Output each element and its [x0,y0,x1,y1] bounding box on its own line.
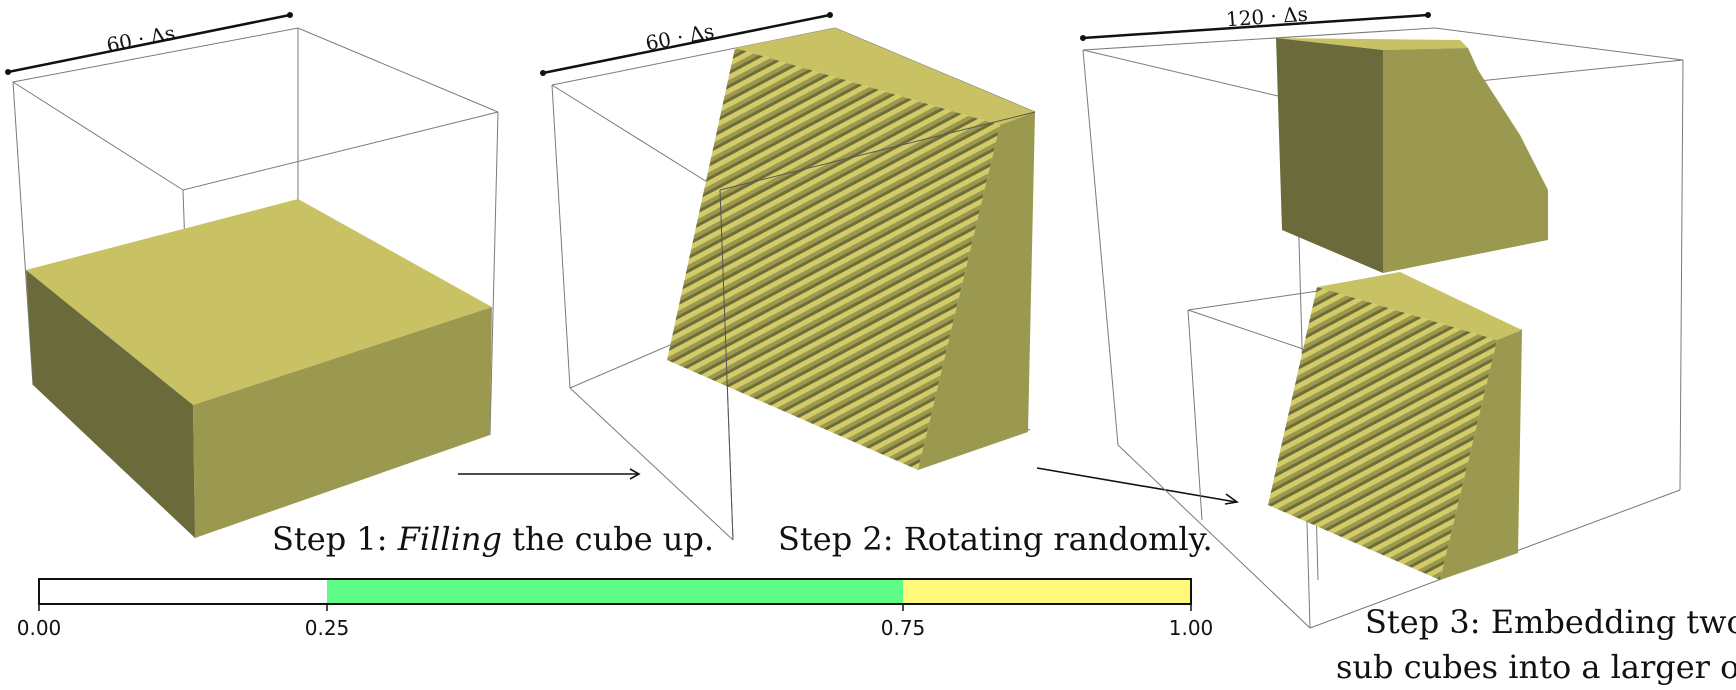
colorbar-tick-label-1: 0.25 [305,616,350,640]
rotated-block-side [918,112,1035,470]
rotated-block-stair-face [667,48,1000,470]
dimension-label-1: 60 · Δs [105,20,178,57]
lower-cube-side [1440,330,1522,580]
colorbar-tick-label-3: 1.00 [1169,616,1214,640]
upper-cube-left [1276,38,1383,273]
upper-sub-cube [1276,38,1548,273]
colorbar-tick-label-2: 0.75 [881,616,926,640]
panel-1: 60 · Δs [5,12,499,539]
colorbar-segment-2 [903,579,1191,604]
colorbar: 0.00 0.25 0.75 1.00 [17,578,1214,640]
panel-2: 60 · Δs [540,12,1036,541]
dimension-label-2: 60 · Δs [644,19,717,56]
rotated-block-top [735,28,1035,125]
caption-step-3-line-1: Step 3: Embedding two [1365,603,1736,641]
cube-2-front-edges [719,111,1036,541]
arrow-2 [1036,467,1240,505]
caption-step-3-line-2: sub cubes into a larger one. [1336,648,1736,686]
upper-cube-top [1276,38,1468,50]
colorbar-segment-0 [39,579,327,604]
slab-left-face [26,270,195,538]
dimension-label-3: 120 · Δs [1225,2,1308,32]
caption-step-1: Step 1: Filling the cube up. [272,520,714,558]
lower-cube-top [1317,272,1522,340]
arrow-1 [458,468,641,480]
lower-cube-stair-face [1268,287,1497,580]
dimension-bar-1: 60 · Δs [5,12,293,75]
caption-step-2: Step 2: Rotating randomly. [778,520,1213,558]
lower-sub-cube [1268,272,1522,580]
dimension-bar-3: 120 · Δs [1080,2,1431,41]
filled-slab [26,199,492,538]
slab-top-face [26,199,492,405]
rotated-block [667,28,1035,470]
slab-front-face [193,307,492,538]
colorbar-outline [38,578,1192,605]
colorbar-segment-1 [327,579,903,604]
panel-3: 120 · Δs [1080,2,1684,629]
upper-cube-right [1383,48,1548,273]
colorbar-tick-label-0: 0.00 [17,616,62,640]
